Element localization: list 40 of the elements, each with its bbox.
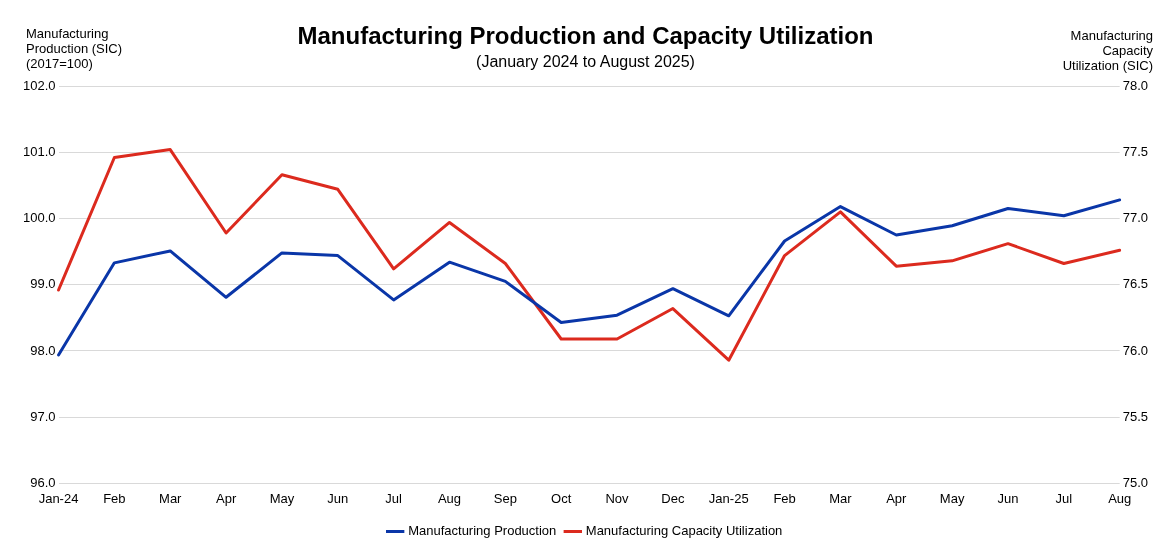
x-tick-label: Oct: [551, 490, 572, 506]
x-tick-label: Jun: [997, 490, 1019, 506]
legend-label: Manufacturing Capacity Utilization: [585, 523, 783, 539]
y2-tick-label: 76.5: [1122, 276, 1149, 292]
x-tick-label: Apr: [215, 490, 237, 506]
y-axis-title: Manufacturing Production (SIC) (2017=100): [26, 26, 124, 71]
x-tick-label: Jan-24: [38, 490, 79, 506]
y-tick-label: 96.0: [30, 474, 56, 490]
chart-title: Manufacturing Production and Capacity Utilization: [297, 22, 874, 49]
y2-tick-label: 75.0: [1122, 474, 1149, 490]
y-tick-label: 98.0: [30, 342, 56, 358]
x-tick-label: Jun: [327, 490, 349, 506]
x-tick-label: Mar: [159, 490, 183, 506]
y-tick-label: 101.0: [22, 143, 56, 159]
y2-tick-label: 77.5: [1122, 143, 1149, 159]
x-tick-label: Apr: [886, 490, 908, 506]
x-tick-label: Sep: [493, 490, 517, 506]
x-tick-label: Feb: [103, 490, 126, 506]
y2-tick-label: 75.5: [1122, 408, 1149, 424]
y-tick-label: 99.0: [30, 276, 56, 292]
x-tick-label: Jul: [385, 490, 403, 506]
x-tick-label: Dec: [661, 490, 685, 506]
x-tick-label: Jul: [1055, 490, 1073, 506]
y2-axis-title: Manufacturing Capacity Utilization (SIC): [1061, 28, 1153, 73]
x-tick-label: May: [939, 490, 965, 506]
y2-tick-label: 78.0: [1122, 77, 1149, 93]
y-tick-label: 102.0: [22, 77, 56, 93]
legend-label: Manufacturing Production: [408, 523, 557, 539]
y2-tick-label: 76.0: [1122, 342, 1149, 358]
chart-subtitle: (January 2024 to August 2025): [476, 53, 695, 70]
x-tick-label: Nov: [605, 490, 630, 506]
y-tick-label: 100.0: [22, 210, 56, 226]
x-tick-label: Mar: [829, 490, 853, 506]
x-tick-label: Aug: [437, 490, 462, 506]
x-tick-label: May: [269, 490, 295, 506]
x-tick-label: Jan-25: [708, 490, 749, 506]
x-tick-label: Feb: [773, 490, 796, 506]
y-tick-label: 97.0: [30, 408, 56, 424]
y2-tick-label: 77.0: [1122, 210, 1149, 226]
x-tick-label: Aug: [1108, 490, 1132, 506]
